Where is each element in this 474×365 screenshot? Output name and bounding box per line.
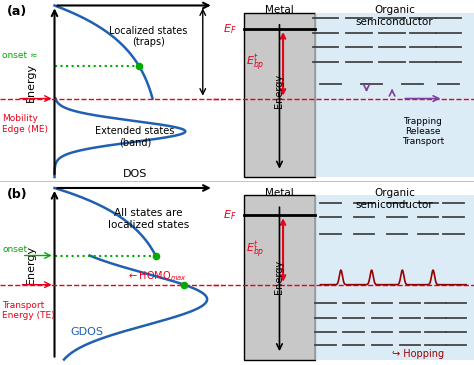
Text: Energy: Energy [26, 245, 36, 284]
Text: GDOS: GDOS [71, 327, 104, 337]
Text: $E_{bp}^t$: $E_{bp}^t$ [246, 239, 265, 261]
Text: $E_F$: $E_F$ [223, 208, 237, 222]
Text: $\leftarrow$HOMO$_{max}$: $\leftarrow$HOMO$_{max}$ [127, 269, 187, 283]
Text: $E_{bp}^t$: $E_{bp}^t$ [246, 53, 265, 74]
Text: All states are
localized states: All states are localized states [108, 208, 189, 230]
Text: Energy: Energy [274, 260, 284, 295]
Text: Transport
Energy (TE): Transport Energy (TE) [2, 300, 55, 320]
Text: Energy: Energy [26, 62, 36, 102]
Text: ↪ Hopping: ↪ Hopping [392, 349, 444, 359]
Text: Metal: Metal [265, 5, 294, 15]
Bar [244, 195, 315, 360]
Text: Energy: Energy [274, 74, 284, 108]
Text: Mobility
Edge (ME): Mobility Edge (ME) [2, 114, 48, 134]
Bar [315, 195, 474, 360]
Text: onset ≈: onset ≈ [2, 51, 37, 60]
Text: Organic
semiconductor: Organic semiconductor [356, 5, 433, 27]
Text: (b): (b) [7, 188, 27, 201]
Bar [315, 13, 474, 177]
Bar [244, 13, 315, 177]
Text: Extended states
(band): Extended states (band) [95, 126, 175, 148]
Text: (a): (a) [7, 5, 27, 19]
Text: Metal: Metal [265, 188, 294, 198]
Text: Trapping
Release
Transport: Trapping Release Transport [401, 116, 444, 146]
Text: DOS: DOS [123, 169, 147, 179]
Text: Localized states
(traps): Localized states (traps) [109, 26, 187, 47]
Text: $E_F$: $E_F$ [223, 22, 237, 36]
Text: onset: onset [2, 245, 27, 254]
Text: Organic
semiconductor: Organic semiconductor [356, 188, 433, 210]
